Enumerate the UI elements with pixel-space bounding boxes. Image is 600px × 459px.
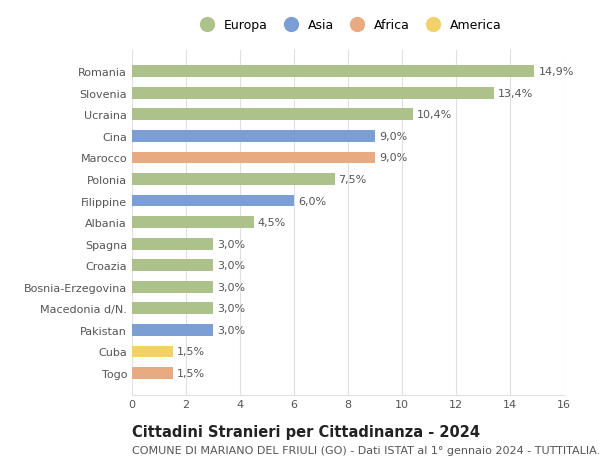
Bar — [132, 174, 335, 185]
Text: 3,0%: 3,0% — [217, 261, 245, 271]
Legend: Europa, Asia, Africa, America: Europa, Asia, Africa, America — [190, 16, 506, 36]
Bar — [132, 217, 254, 229]
Text: 3,0%: 3,0% — [217, 282, 245, 292]
Bar — [132, 131, 375, 142]
Bar — [132, 303, 213, 314]
Text: 7,5%: 7,5% — [338, 174, 367, 185]
Text: 10,4%: 10,4% — [417, 110, 452, 120]
Text: 6,0%: 6,0% — [298, 196, 326, 206]
Bar — [132, 367, 173, 379]
Text: 1,5%: 1,5% — [176, 368, 205, 378]
Text: 9,0%: 9,0% — [379, 153, 407, 163]
Bar — [132, 88, 494, 100]
Bar — [132, 260, 213, 272]
Text: COMUNE DI MARIANO DEL FRIULI (GO) - Dati ISTAT al 1° gennaio 2024 - TUTTITALIA.I: COMUNE DI MARIANO DEL FRIULI (GO) - Dati… — [132, 445, 600, 455]
Text: 9,0%: 9,0% — [379, 132, 407, 141]
Text: 4,5%: 4,5% — [257, 218, 286, 228]
Bar — [132, 195, 294, 207]
Bar — [132, 281, 213, 293]
Text: 1,5%: 1,5% — [176, 347, 205, 357]
Text: 3,0%: 3,0% — [217, 304, 245, 313]
Bar — [132, 238, 213, 250]
Text: 3,0%: 3,0% — [217, 325, 245, 335]
Text: 3,0%: 3,0% — [217, 239, 245, 249]
Bar — [132, 324, 213, 336]
Bar — [132, 66, 534, 78]
Bar — [132, 152, 375, 164]
Text: 13,4%: 13,4% — [498, 89, 533, 99]
Bar — [132, 346, 173, 358]
Text: 14,9%: 14,9% — [538, 67, 574, 77]
Bar — [132, 109, 413, 121]
Text: Cittadini Stranieri per Cittadinanza - 2024: Cittadini Stranieri per Cittadinanza - 2… — [132, 425, 480, 440]
